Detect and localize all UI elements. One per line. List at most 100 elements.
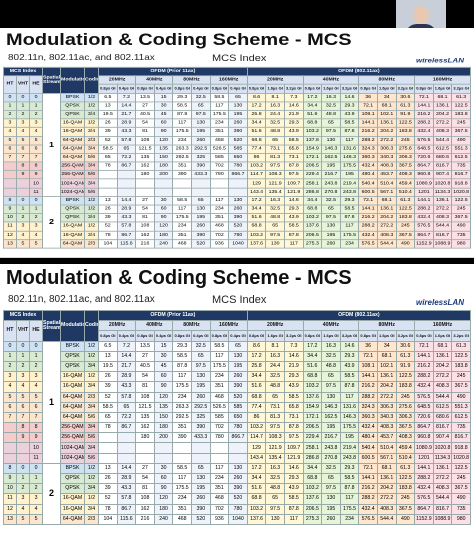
rate-cell: 68.1 [376, 101, 397, 111]
rate-cell: 612.5 [451, 411, 471, 424]
rate-cell: 86.7 [116, 503, 137, 515]
empty-cell [228, 442, 248, 454]
rate-cell: 292.5 [190, 144, 211, 154]
rate-cell: 54 [135, 371, 155, 383]
rate-cell: 180 [153, 161, 174, 172]
rate-cell: 30 [153, 350, 174, 362]
table-row: 13 5 5 64-QAM 2/3 104 115.6 216 240 468 520 936 1040… [3, 513, 471, 525]
empty-cell [98, 178, 118, 189]
rate-cell: 1080.9 [414, 178, 434, 189]
modulation-cell: QPSK [60, 483, 86, 495]
rate-cell: 144.1 [358, 118, 378, 128]
rate-cell: 490 [451, 391, 471, 403]
table-row: 8 0 0 2 BPSK 1/2 13 14.4 27 30 58.5 65 117 130 17.2 16.… [3, 462, 471, 525]
rate-cell: 243.8 [321, 178, 341, 189]
index-cell: 1 [16, 472, 30, 485]
rate-cell: 960.8 [414, 432, 434, 444]
rate-cell: 14.6 [283, 350, 304, 362]
modulation-cell: 16-QAM [60, 230, 86, 240]
rate-cell: 77.4 [246, 144, 267, 154]
index-cell: 0 [16, 195, 30, 206]
width-header: 20MHz [98, 320, 137, 332]
index-cell: 0 [16, 340, 30, 352]
rate-cell: 58.5 [283, 493, 304, 505]
rate-cell: 72.1 [358, 462, 378, 475]
rate-cell: 216.2 [358, 381, 378, 393]
rate-cell: 175.5 [172, 213, 192, 223]
rate-cell: 390 [172, 170, 192, 180]
rate-cell: 351 [209, 213, 230, 223]
index-cell: 4 [16, 230, 30, 240]
rate-cell: 21.7 [116, 109, 137, 120]
rate-cell: 130 [265, 239, 285, 249]
rate-cell: 43.3 [116, 127, 137, 137]
rate-cell: 245 [451, 371, 471, 383]
rate-cell: 34.4 [246, 204, 267, 215]
rate-cell: 175.5 [209, 360, 230, 373]
coding-cell: 1/2 [84, 221, 100, 232]
rate-cell: 15 [153, 340, 174, 352]
index-cell: 2 [16, 483, 30, 495]
header: Coding [84, 66, 100, 94]
empty-cell [116, 170, 137, 180]
rate-cell: 48.8 [321, 109, 341, 120]
rate-cell: 183.8 [395, 127, 416, 137]
rate-cell: 130 [190, 204, 211, 215]
rate-cell: 576.5 [414, 135, 434, 146]
rate-cell: 195 [190, 483, 211, 495]
rate-cell: 367.5 [395, 503, 416, 515]
rate-cell: 61.3 [395, 101, 416, 111]
index-cell: 13 [3, 239, 17, 249]
rate-cell: 180 [135, 170, 155, 180]
rate-cell: 260 [190, 221, 211, 232]
rate-cell: 137.6 [302, 135, 323, 146]
rate-cell: 866.7 [228, 432, 248, 444]
rate-cell: 216.2 [414, 109, 434, 120]
rate-cell: 97.5 [321, 127, 341, 137]
index-cell: 8 [3, 195, 17, 206]
rate-cell: 14.4 [116, 462, 137, 475]
index-cell: 1 [16, 350, 30, 362]
table-row: 4 4 4 16-QAM 3/4 39 43.3 81 90 175.5 195 351 390 51.6… [3, 127, 471, 137]
rate-cell: 91.9 [395, 360, 416, 373]
rate-cell: 288.2 [358, 221, 378, 232]
rate-cell: 97.5 [321, 483, 341, 495]
rate-cell: 540.4 [358, 442, 378, 454]
width-header: 40MHz [135, 75, 174, 85]
rate-cell: 26 [98, 472, 118, 485]
rate-cell: 1020.8 [451, 452, 471, 464]
rate-cell: 216.7 [321, 432, 341, 444]
rate-cell: 306.3 [395, 152, 416, 163]
rate-cell: 14.4 [116, 350, 137, 362]
rate-cell: 144.1 [414, 195, 434, 206]
rate-cell: 87.8 [339, 213, 360, 223]
rate-cell: 86 [246, 411, 267, 424]
table-row: 1 1 1 QPSK 1/2 13 14.4 27 30 58.5 65 117 130 17.2 16.3… [3, 350, 471, 362]
section-label: MCS Index [212, 294, 267, 306]
rate-cell: 146.3 [339, 411, 360, 424]
empty-cell [3, 442, 17, 454]
streams-cell: 2 [42, 195, 62, 249]
coding-cell: 1/2 [84, 371, 100, 383]
index-cell: 2 [16, 213, 30, 223]
section-label: MCS Index [212, 53, 267, 64]
table-row: 11 3 3 16-QAM 1/2 52 57.8 108 120 234 260 468 520 68.… [3, 493, 471, 505]
rate-cell: 432.4 [358, 161, 378, 172]
empty-cell [98, 442, 118, 454]
rate-cell: 204.2 [376, 483, 397, 495]
rate-cell: 114.7 [246, 170, 267, 180]
rate-cell: 260 [321, 513, 341, 525]
rate-cell: 234 [209, 204, 230, 215]
rate-cell: 87.8 [283, 230, 304, 240]
rate-cell: 17.2 [246, 350, 267, 362]
index-cell: 6 [16, 144, 30, 154]
index-cell: 5 [28, 239, 44, 249]
rate-cell: 258.1 [302, 442, 323, 454]
rate-cell: 68.1 [376, 350, 397, 362]
rate-cell: 121.9 [283, 452, 304, 464]
guard-header: 1.6µs GI [432, 330, 453, 342]
rate-cell: 175.5 [339, 230, 360, 240]
rate-cell: 117 [172, 204, 192, 215]
rate-cell: 78 [98, 230, 118, 240]
rate-cell: 58.5 [339, 118, 360, 128]
